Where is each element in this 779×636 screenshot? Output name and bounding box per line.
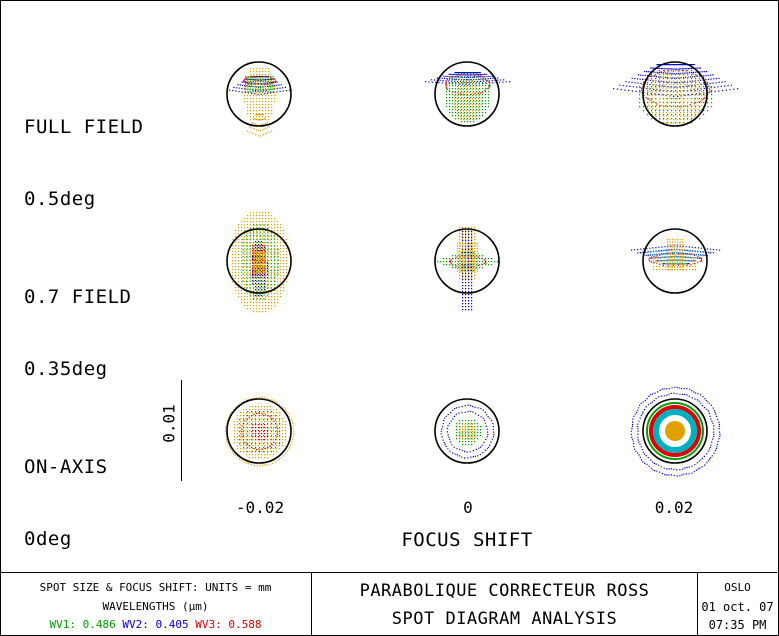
plot-subtitle: SPOT DIAGRAM ANALYSIS	[391, 609, 618, 629]
units-text: SPOT SIZE & FOCUS SHIFT: UNITS = mm	[39, 581, 272, 594]
field-name: 0.7 FIELD	[24, 286, 132, 308]
program-name: OSLO	[724, 581, 751, 594]
wv3-text: WV3: 0.588	[195, 618, 262, 631]
spot-diagram-full-pos	[613, 61, 739, 127]
tick-label-pos: 0.02	[654, 498, 694, 517]
airy-disk-circle	[226, 61, 292, 127]
row-label-full-field: FULL FIELD 0.5deg	[24, 67, 143, 235]
field-name: ON-AXIS	[24, 456, 108, 478]
spot-diagram-full-zero	[425, 61, 511, 127]
scale-bar	[181, 380, 182, 481]
airy-disk-circle	[642, 398, 708, 464]
airy-disk-circle	[226, 228, 292, 294]
field-angle: 0.35deg	[24, 358, 108, 380]
wv2-text: WV2: 0.405	[122, 618, 189, 631]
airy-disk-circle	[642, 228, 708, 294]
spot-diagram-mid-neg	[226, 212, 292, 313]
time-text: 07:35 PM	[708, 618, 767, 632]
spot-diagram-mid-zero	[434, 227, 500, 311]
wavelength-list: WV1: 0.486 WV2: 0.405 WV3: 0.588	[0, 618, 311, 631]
row-label-07-field: 0.7 FIELD 0.35deg	[24, 237, 131, 405]
spot-diagram-grid	[224, 61, 739, 477]
title-cell: PARABOLIQUE CORRECTEUR ROSS SPOT DIAGRAM…	[312, 573, 698, 635]
tick-label-zero: 0	[463, 498, 473, 517]
field-angle: 0.5deg	[24, 188, 96, 210]
wavelengths-label: WAVELENGTHS (μm)	[102, 600, 209, 613]
airy-disk-circle	[434, 61, 500, 127]
airy-disk-circle	[226, 398, 292, 464]
wv1-text: WV1: 0.486	[49, 618, 116, 631]
plot-title: PARABOLIQUE CORRECTEUR ROSS	[359, 581, 650, 601]
date-text: 01 oct. 07	[701, 600, 774, 614]
field-name: FULL FIELD	[24, 116, 144, 138]
airy-disk-circle	[434, 398, 500, 464]
spot-diagram-mid-pos	[631, 228, 721, 294]
spot-diagram-axis-neg	[224, 396, 295, 467]
units-cell: SPOT SIZE & FOCUS SHIFT: UNITS = mm WAVE…	[0, 573, 312, 635]
airy-disk-circle	[642, 61, 708, 127]
row-label-on-axis: ON-AXIS 0deg	[24, 407, 108, 575]
spot-diagram-full-neg	[226, 61, 292, 137]
tick-label-neg: -0.02	[235, 498, 285, 517]
spot-diagram-axis-zero	[434, 398, 500, 464]
spot-diagram-axis-pos	[630, 386, 721, 477]
info-cell: OSLO 01 oct. 07 07:35 PM	[698, 573, 777, 635]
airy-disk-circle	[434, 228, 500, 294]
field-angle: 0deg	[24, 528, 72, 550]
title-block: SPOT SIZE & FOCUS SHIFT: UNITS = mm WAVE…	[0, 572, 777, 635]
x-axis-label: FOCUS SHIFT	[401, 529, 533, 551]
